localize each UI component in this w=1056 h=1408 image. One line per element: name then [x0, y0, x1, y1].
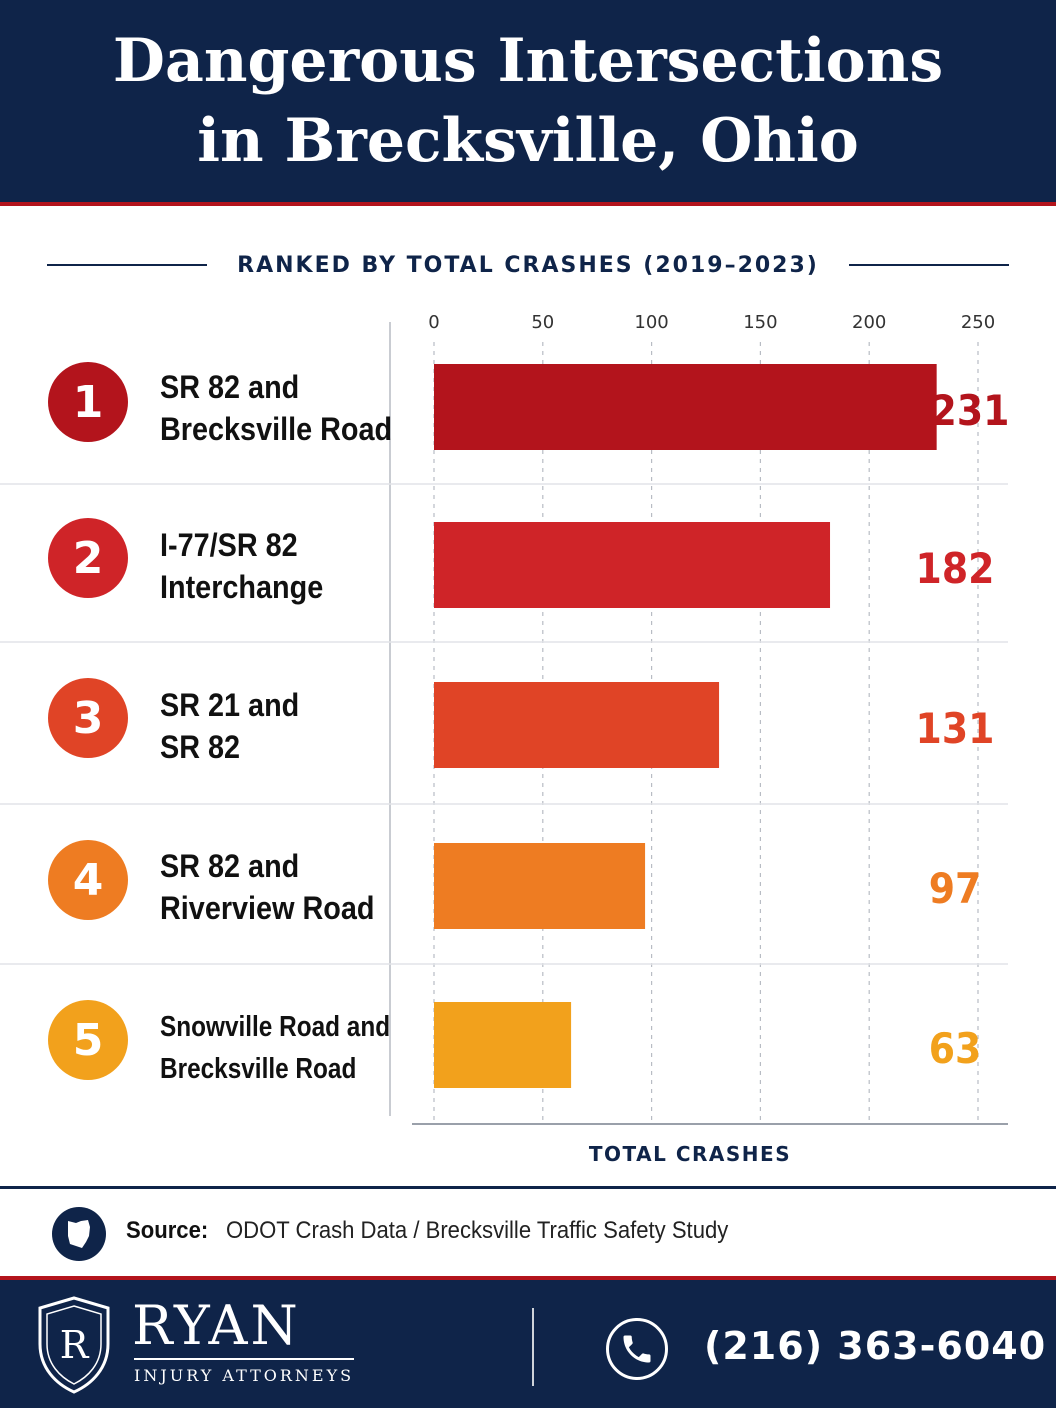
phone-number[interactable]: (216) 363-6040 [704, 1324, 1047, 1368]
x-tick-label: 250 [961, 312, 995, 333]
bar-chart: 0 50 100 150 200 250 [0, 312, 1008, 1125]
category-label: I-77/SR 82 Interchange [160, 524, 323, 608]
category-label-line1: SR 82 and [160, 848, 300, 884]
x-tick-label: 50 [531, 312, 554, 333]
category-label-line1: Snowville Road and [160, 1011, 391, 1043]
bar [434, 843, 646, 929]
x-axis-label: TOTAL CRASHES [588, 1142, 792, 1166]
subtitle-rule-right [848, 264, 1009, 266]
source-bar: Source: ODOT Crash Data / Brecksville Tr… [0, 1186, 1056, 1276]
bar [434, 1002, 572, 1088]
brand-rule [134, 1358, 354, 1360]
data-value-label: 63 [928, 1024, 982, 1073]
category-label: SR 82 and Brecksville Road [160, 366, 392, 450]
rank-badge: 2 [48, 518, 128, 598]
x-tick-label: 150 [743, 312, 777, 333]
category-label-line1: SR 82 and [160, 369, 300, 405]
category-label-line2: SR 82 [160, 729, 241, 765]
data-value-label: 182 [915, 544, 995, 593]
category-label-line1: I-77/SR 82 [160, 527, 298, 563]
category-label-line2: Brecksville Road [160, 411, 393, 447]
footer-banner: R RYAN INJURY ATTORNEYS (216) 363-6040 [0, 1276, 1056, 1408]
source-label: Source: [126, 1217, 209, 1244]
brand-name: RYAN [132, 1294, 301, 1357]
brand-initial: R [60, 1323, 90, 1367]
category-label-line2: Brecksville Road [160, 1053, 357, 1085]
rank-badge: 4 [48, 840, 128, 920]
x-tick-label: 200 [852, 312, 886, 333]
category-label-line2: Interchange [160, 569, 324, 605]
ohio-state-icon [52, 1207, 106, 1261]
phone-icon [606, 1318, 668, 1380]
bar [434, 522, 831, 608]
bar [434, 682, 720, 768]
rank-badge: 1 [48, 362, 128, 442]
category-label: SR 21 and SR 82 [160, 684, 299, 768]
title-line-2: in Brecksville, Ohio [197, 106, 859, 176]
subtitle-rule-left [47, 264, 208, 266]
x-tick-label: 0 [428, 312, 439, 333]
category-label: Snowville Road and Brecksville Road [160, 1006, 390, 1090]
data-value-label: 97 [928, 864, 982, 913]
category-label: SR 82 and Riverview Road [160, 845, 374, 929]
x-tick-label: 100 [634, 312, 668, 333]
brand-tagline: INJURY ATTORNEYS [134, 1366, 355, 1385]
title-line-1: Dangerous Intersections [112, 26, 944, 96]
category-label-line1: SR 21 and [160, 687, 300, 723]
source-text: ODOT Crash Data / Brecksville Traffic Sa… [226, 1217, 729, 1244]
subtitle-row: RANKED BY TOTAL CRASHES (2019–2023) [0, 245, 1056, 285]
category-label-line2: Riverview Road [160, 890, 375, 926]
shield-logo-icon: R [38, 1296, 110, 1394]
rank-badge: 3 [48, 678, 128, 758]
header-banner: Dangerous Intersections in Brecksville, … [0, 0, 1056, 206]
chart-subtitle: RANKED BY TOTAL CRASHES (2019–2023) [237, 252, 819, 278]
bar [434, 364, 937, 450]
data-value-label: 231 [930, 386, 1010, 435]
footer-divider [532, 1308, 534, 1386]
rank-badge: 5 [48, 1000, 128, 1080]
data-value-label: 131 [915, 704, 995, 753]
